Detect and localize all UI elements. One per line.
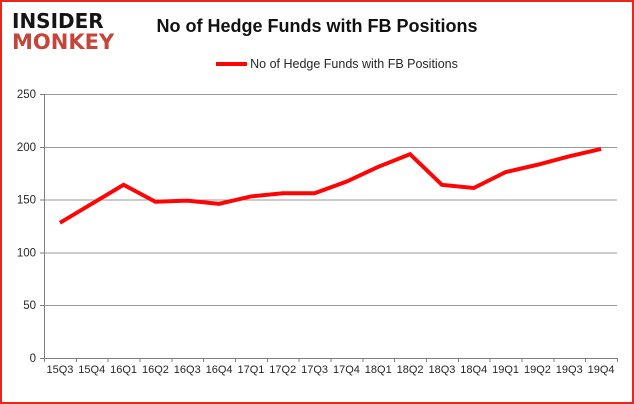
x-axis-label: 16Q4 — [206, 364, 233, 376]
x-axis-label: 19Q4 — [588, 364, 615, 376]
chart-title: No of Hedge Funds with FB Positions — [156, 16, 478, 36]
y-axis-label: 100 — [17, 247, 36, 259]
x-axis-label: 16Q2 — [142, 364, 169, 376]
x-axis-label: 19Q2 — [524, 364, 551, 376]
y-axis-label: 150 — [17, 195, 36, 207]
y-axis-label: 0 — [30, 353, 36, 365]
x-axis-label: 18Q3 — [428, 364, 455, 376]
insider-monkey-logo: INSIDER MONKEY — [12, 11, 114, 53]
x-axis-label: 18Q2 — [397, 364, 424, 376]
x-axis-label: 17Q4 — [333, 364, 360, 376]
logo-word-monkey: MONKEY — [12, 30, 115, 54]
x-axis-label: 15Q3 — [46, 364, 73, 376]
x-axis-label: 18Q1 — [365, 364, 392, 376]
logo-word-insider: INSIDER — [12, 9, 104, 33]
x-axis-label: 16Q1 — [110, 364, 137, 376]
y-axis-label: 200 — [17, 142, 36, 154]
y-axis-label: 50 — [23, 300, 36, 312]
legend-label: No of Hedge Funds with FB Positions — [250, 57, 458, 71]
x-axis-label: 17Q3 — [301, 364, 328, 376]
data-series-line — [58, 146, 602, 225]
x-axis-label: 19Q1 — [492, 364, 519, 376]
y-axis-label: 250 — [17, 89, 36, 101]
x-axis-label: 17Q2 — [269, 364, 296, 376]
x-axis-label: 16Q3 — [174, 364, 201, 376]
x-axis-label: 18Q4 — [460, 364, 487, 376]
legend-line-swatch — [216, 62, 248, 66]
x-axis-label: 17Q1 — [237, 364, 264, 376]
x-axis-label: 19Q3 — [556, 364, 583, 376]
legend: No of Hedge Funds with FB Positions — [22, 57, 632, 71]
x-axis-label: 15Q4 — [78, 364, 105, 376]
